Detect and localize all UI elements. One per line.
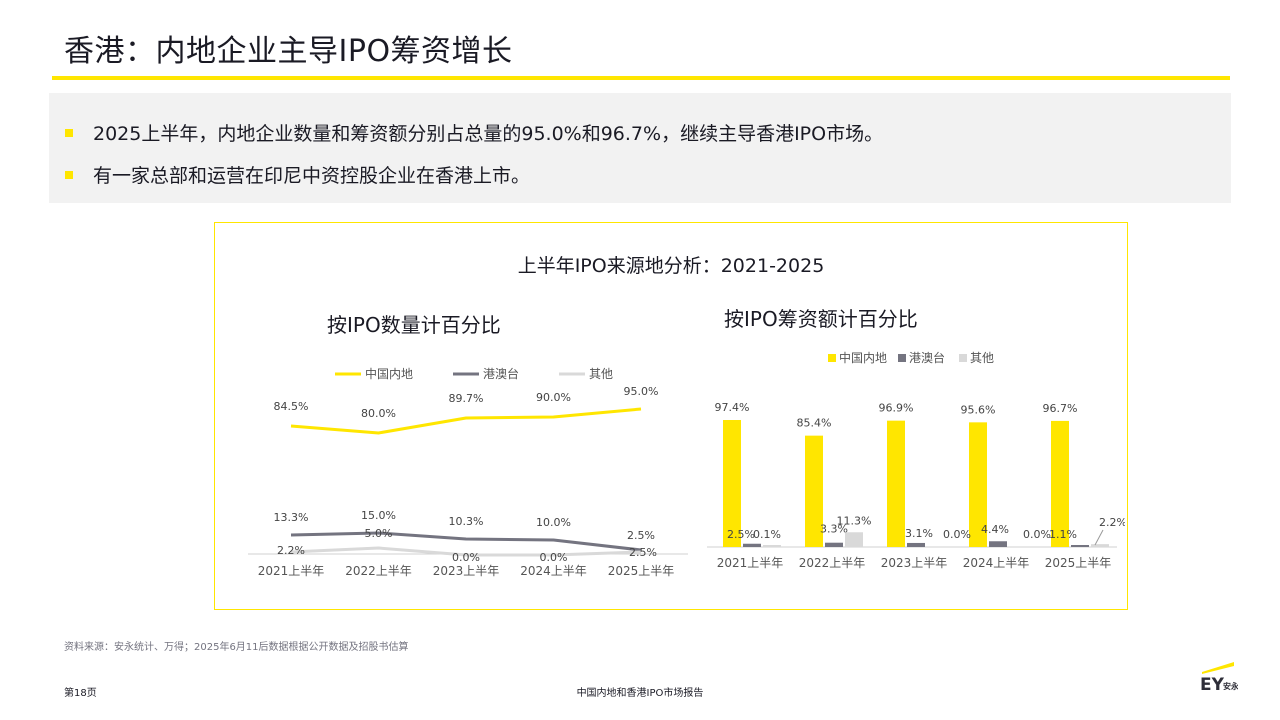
bar-0 — [887, 420, 905, 547]
line-chart: 中国内地 港澳台 其他 2021上半年 2022上半年 2023上半年 2024上半年 202… — [248, 366, 688, 578]
data-label: 10.3% — [449, 515, 484, 528]
legend-label-2: 其他 — [970, 351, 994, 365]
data-label: 2.5% — [629, 546, 657, 559]
data-label: 90.0% — [536, 391, 571, 404]
data-label: 2.5% — [727, 528, 755, 541]
x-tick-label: 2023上半年 — [881, 556, 948, 570]
series-line-1 — [290, 531, 642, 552]
x-tick-label: 2024上半年 — [963, 556, 1030, 570]
data-label: 0.0% — [1023, 528, 1051, 541]
report-name: 中国内地和香港IPO市场报告 — [576, 688, 704, 699]
bar-chart-title: 按IPO筹资额计百分比 — [724, 307, 918, 331]
bar-1 — [1071, 545, 1089, 547]
data-label: 11.3% — [837, 514, 872, 527]
data-label: 3.3% — [820, 523, 848, 536]
chart-panel: 上半年IPO来源地分析：2021-2025 按IPO数量计百分比 按IPO筹资额… — [214, 222, 1128, 610]
source-footnote: 资料来源：安永统计、万得；2025年6月11后数据根据公开数据及招股书估算 — [64, 642, 409, 653]
data-label: 84.5% — [274, 400, 309, 413]
panel-title: 上半年IPO来源地分析：2021-2025 — [517, 255, 825, 277]
data-label: 5.0% — [365, 527, 393, 540]
bar-1 — [989, 541, 1007, 547]
bar-2 — [1091, 544, 1109, 547]
bullet-item: 2025上半年，内地企业数量和筹资额分别占总量的95.0%和96.7%，继续主导… — [65, 119, 883, 146]
x-tick-label: 2022上半年 — [799, 556, 866, 570]
bar-1 — [825, 542, 843, 547]
data-label: 96.9% — [879, 402, 914, 415]
bullet-text: 有一家总部和运营在印尼中资控股企业在香港上市。 — [93, 165, 531, 187]
data-label: 2.2% — [1099, 516, 1125, 529]
x-tick-label: 2021上半年 — [717, 556, 784, 570]
data-label: 4.4% — [981, 523, 1009, 536]
bar-1 — [907, 542, 925, 547]
x-tick-label: 2023上半年 — [433, 564, 500, 578]
svg-text:EY: EY — [1200, 675, 1225, 695]
data-label: 97.4% — [715, 401, 750, 414]
data-label: 89.7% — [449, 392, 484, 405]
data-label: 15.0% — [361, 509, 396, 522]
bar-0 — [969, 422, 987, 547]
data-label: 0.0% — [943, 528, 971, 541]
legend-label-0: 中国内地 — [365, 366, 413, 381]
legend-label-1: 港澳台 — [909, 350, 945, 365]
legend-swatch-2 — [959, 354, 967, 362]
page-title: 香港：内地企业主导IPO筹资增长 — [64, 34, 513, 69]
data-label: 95.6% — [961, 403, 996, 416]
data-label: 10.0% — [536, 516, 571, 529]
bar-0 — [805, 435, 823, 547]
data-label: 0.0% — [540, 551, 568, 564]
x-tick-label: 2021上半年 — [258, 564, 325, 578]
legend-swatch-0 — [828, 354, 836, 362]
legend-label-1: 港澳台 — [483, 366, 519, 381]
x-tick-label: 2024上半年 — [520, 564, 587, 578]
data-label: 1.1% — [1049, 528, 1077, 541]
title-underline — [52, 76, 1230, 80]
bar-2 — [763, 545, 781, 547]
bullet-square-icon — [65, 170, 73, 179]
bar-1 — [743, 543, 761, 547]
bar-0 — [723, 420, 741, 547]
bar-chart: 中国内地 港澳台 其他 2021上半年 2022上半年 2023上半年 2024上半年 202… — [707, 350, 1125, 570]
data-label: 96.7% — [1043, 402, 1078, 415]
legend-label-2: 其他 — [589, 367, 613, 381]
bullet-item: 有一家总部和运营在印尼中资控股企业在香港上市。 — [65, 161, 530, 188]
legend-label-0: 中国内地 — [839, 350, 887, 365]
data-label: 95.0% — [624, 385, 659, 398]
x-tick-label: 2025上半年 — [608, 564, 675, 578]
ey-logo: EY 安永 — [1200, 662, 1238, 695]
data-label: 0.0% — [452, 551, 480, 564]
data-label: 0.1% — [753, 528, 781, 541]
data-label: 80.0% — [361, 407, 396, 420]
series-line-0 — [290, 407, 642, 435]
key-points-box: 2025上半年，内地企业数量和筹资额分别占总量的95.0%和96.7%，继续主导… — [49, 93, 1231, 203]
data-label: 2.2% — [277, 544, 305, 557]
bar-2 — [845, 532, 863, 547]
x-tick-label: 2022上半年 — [345, 564, 412, 578]
page-number: 第18页 — [64, 688, 97, 699]
data-label: 85.4% — [797, 417, 832, 430]
line-chart-title: 按IPO数量计百分比 — [327, 313, 501, 337]
label-leader-line — [1094, 529, 1104, 546]
data-label: 2.5% — [627, 529, 655, 542]
legend-swatch-1 — [898, 354, 906, 362]
bar-0 — [1051, 420, 1069, 547]
series-line-2 — [290, 546, 642, 557]
svg-text:安永: 安永 — [1223, 681, 1238, 691]
x-tick-label: 2025上半年 — [1045, 556, 1112, 570]
data-label: 3.1% — [905, 527, 933, 540]
bullet-text: 2025上半年，内地企业数量和筹资额分别占总量的95.0%和96.7%，继续主导… — [93, 123, 884, 145]
data-label: 13.3% — [274, 511, 309, 524]
bullet-square-icon — [65, 128, 73, 137]
